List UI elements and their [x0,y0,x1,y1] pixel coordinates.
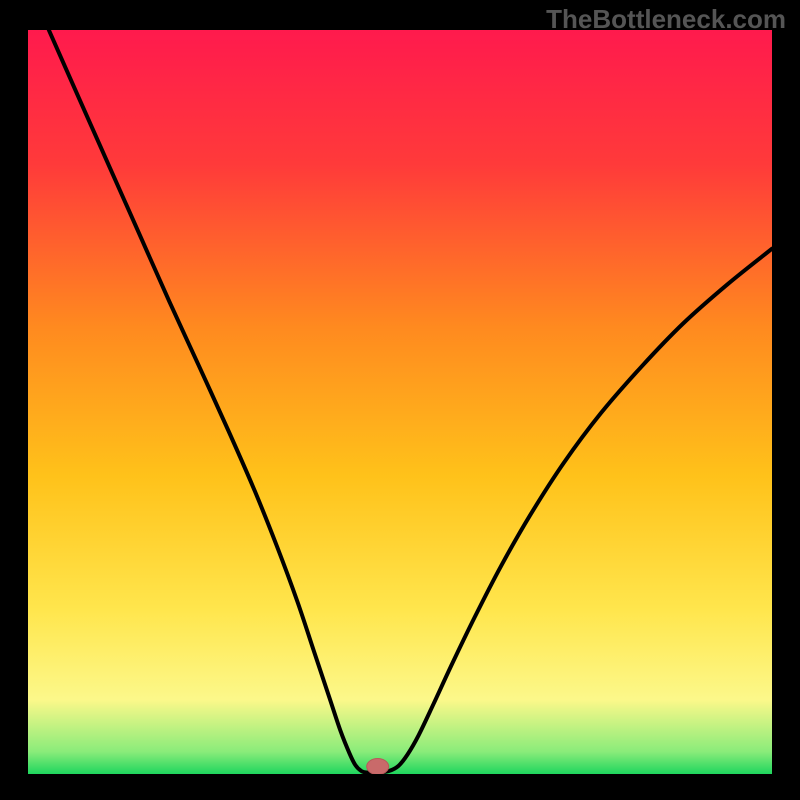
bottleneck-curve [49,30,772,773]
plot-background [28,30,772,774]
plot-svg [28,30,772,774]
image-frame: TheBottleneck.com [0,0,800,800]
optimum-marker [367,759,389,774]
plot-area [28,30,772,774]
watermark-text: TheBottleneck.com [546,4,786,35]
